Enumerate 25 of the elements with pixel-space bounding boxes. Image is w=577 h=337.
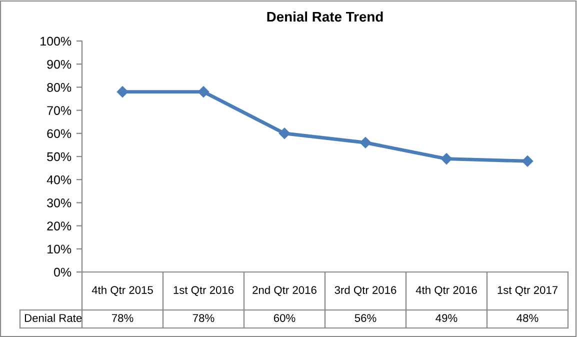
y-tick-label: 60% [47,129,72,138]
data-label: 60% [274,314,296,322]
y-tick-label: 40% [46,175,72,184]
x-tick-label: 1st Qtr 2017 [498,286,558,296]
y-tick-label: 10% [48,244,72,254]
y-tick-label: 70% [47,106,72,115]
data-label: 49% [436,314,458,322]
y-tick-label: 100% [40,36,72,46]
x-tick-label: 4th Qtr 2016 [416,286,477,296]
y-tick-label: 0% [54,268,72,277]
y-tick-label: 50% [47,152,72,162]
data-label: 48% [516,314,538,322]
x-tick-label: 1st Qtr 2016 [174,286,234,296]
x-tick-label: 3rd Qtr 2016 [334,286,396,296]
y-tick-label: 80% [47,83,72,92]
x-tick-label: 2nd Qtr 2016 [252,286,316,296]
y-tick-label: 20% [47,222,72,230]
data-label: 78% [192,314,214,322]
y-tick-label: 90% [47,60,72,69]
text: Denial Rate [24,314,82,322]
x-tick-label: 4th Qtr 2015 [92,286,153,296]
chart-title: Denial Rate Trend [267,11,383,22]
data-label: 78% [112,314,134,322]
y-tick-label: 30% [47,198,72,208]
data-label: 56% [354,314,376,322]
